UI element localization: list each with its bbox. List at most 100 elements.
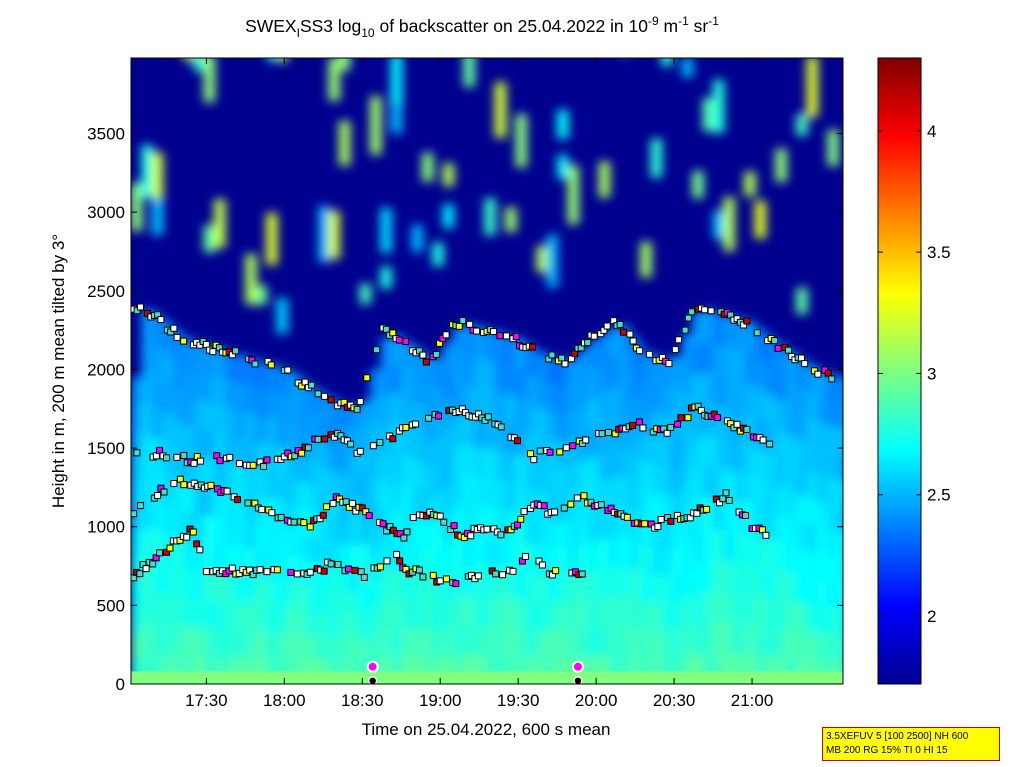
heatmap-cell [276, 298, 288, 334]
heatmap-cell [276, 419, 288, 448]
cloud-base-marker [567, 500, 575, 508]
heatmap-cell [609, 654, 621, 684]
cloud-base-marker [202, 568, 210, 576]
cloud-base-marker [395, 336, 403, 344]
cloud-base-marker [645, 350, 653, 358]
heatmap-cell [629, 539, 642, 570]
heatmap-cell [255, 285, 268, 305]
heatmap-cell [307, 584, 320, 611]
heatmap-cell [453, 445, 465, 477]
heatmap-cell [619, 355, 631, 387]
cloud-base-marker [376, 439, 384, 447]
heatmap-cell [141, 590, 153, 623]
heatmap-cell [245, 439, 257, 468]
cloud-base-marker [180, 337, 188, 345]
heatmap-cell [297, 455, 309, 482]
heatmap-cell [765, 655, 777, 684]
cloud-base-marker [234, 496, 242, 504]
heatmap-cell [557, 155, 569, 179]
heatmap-cell [214, 404, 226, 434]
x-tick-label: 21:00 [731, 691, 774, 710]
heatmap-cell [744, 381, 756, 414]
cloud-base-marker [514, 521, 522, 529]
heatmap-cell [827, 529, 839, 556]
heatmap-cell [432, 412, 444, 441]
heatmap-cell [785, 490, 798, 519]
heatmap-cell [225, 0, 236, 43]
heatmap-cell [234, 409, 247, 438]
heatmap-cell [713, 560, 725, 593]
cloud-base-marker [373, 346, 381, 354]
heatmap-cell [203, 655, 216, 684]
heatmap-cell [598, 333, 611, 364]
heatmap-cell [650, 547, 663, 576]
cloud-base-marker [321, 435, 329, 443]
cloud-base-marker [160, 488, 168, 496]
heatmap-cell [525, 599, 538, 629]
heatmap-cell [442, 455, 455, 486]
heatmap-cell [463, 504, 476, 536]
heatmap-cell [349, 522, 361, 547]
cloud-base-marker [166, 544, 174, 552]
heatmap-cell [567, 602, 579, 631]
heatmap-cell [494, 391, 507, 422]
cloud-base-marker [675, 336, 683, 344]
heatmap-cell [203, 401, 216, 431]
markers-layer [131, 303, 836, 684]
heatmap-cell [453, 534, 465, 566]
cloud-base-marker [136, 570, 144, 578]
heatmap-cell [796, 548, 808, 577]
heatmap-cell [661, 656, 673, 684]
cloud-base-marker [561, 360, 569, 368]
heatmap-cell [380, 482, 392, 512]
heatmap-cell [494, 596, 507, 627]
title-part1-sub: I [297, 26, 300, 40]
y-tick-label: 2000 [87, 360, 125, 379]
heatmap-cell [193, 626, 205, 657]
cloud-base-marker [496, 332, 504, 340]
heatmap-cell [702, 371, 715, 404]
x-axis: 17:30 18:00 18:30 19:00 19:30 20:00 20:30 21:00 [185, 58, 773, 710]
heatmap-cell [567, 629, 579, 658]
heatmap-cell [681, 509, 694, 540]
heatmap-cell [203, 542, 216, 573]
heatmap-cell [307, 485, 320, 512]
heatmap-cell [619, 325, 631, 357]
heatmap-cell [141, 621, 153, 654]
cloud-base-marker [389, 329, 397, 337]
ground-marker [367, 676, 378, 684]
heatmap-cell [598, 362, 611, 393]
heatmap-cell [785, 379, 798, 409]
heatmap-cell [307, 436, 320, 463]
heatmap-cell [297, 480, 309, 508]
cloud-base-marker [432, 350, 440, 358]
heatmap-cell [692, 343, 704, 376]
title-sup1: -9 [648, 14, 659, 28]
heatmap-cell [588, 454, 600, 485]
heatmap-cell [733, 470, 746, 503]
cloud-base-marker [536, 447, 544, 455]
cloud-base-marker [196, 546, 204, 554]
heatmap-cell [775, 570, 787, 600]
heatmap-cell [723, 315, 735, 347]
cloud-base-marker [393, 550, 401, 558]
heatmap-cell [546, 356, 559, 385]
heatmap-cell [203, 627, 216, 657]
heatmap-cell [754, 535, 767, 567]
heatmap-cell [172, 448, 184, 480]
heatmap-cell [546, 492, 559, 522]
heatmap-cell [775, 457, 787, 487]
cloud-base-marker [677, 414, 685, 422]
cloud-base-marker [300, 519, 308, 527]
heatmap-cell [255, 549, 268, 578]
heatmap-cell [234, 574, 247, 603]
heatmap-cell [359, 636, 372, 662]
heatmap-cell [182, 568, 195, 599]
heatmap-cell [380, 266, 392, 289]
heatmap-cell [713, 467, 725, 500]
heatmap-cell [474, 505, 486, 537]
heatmap-cell [432, 439, 444, 468]
cloud-base-marker [314, 435, 322, 443]
heatmap-cell [557, 656, 569, 684]
heatmap-cell [827, 632, 839, 660]
